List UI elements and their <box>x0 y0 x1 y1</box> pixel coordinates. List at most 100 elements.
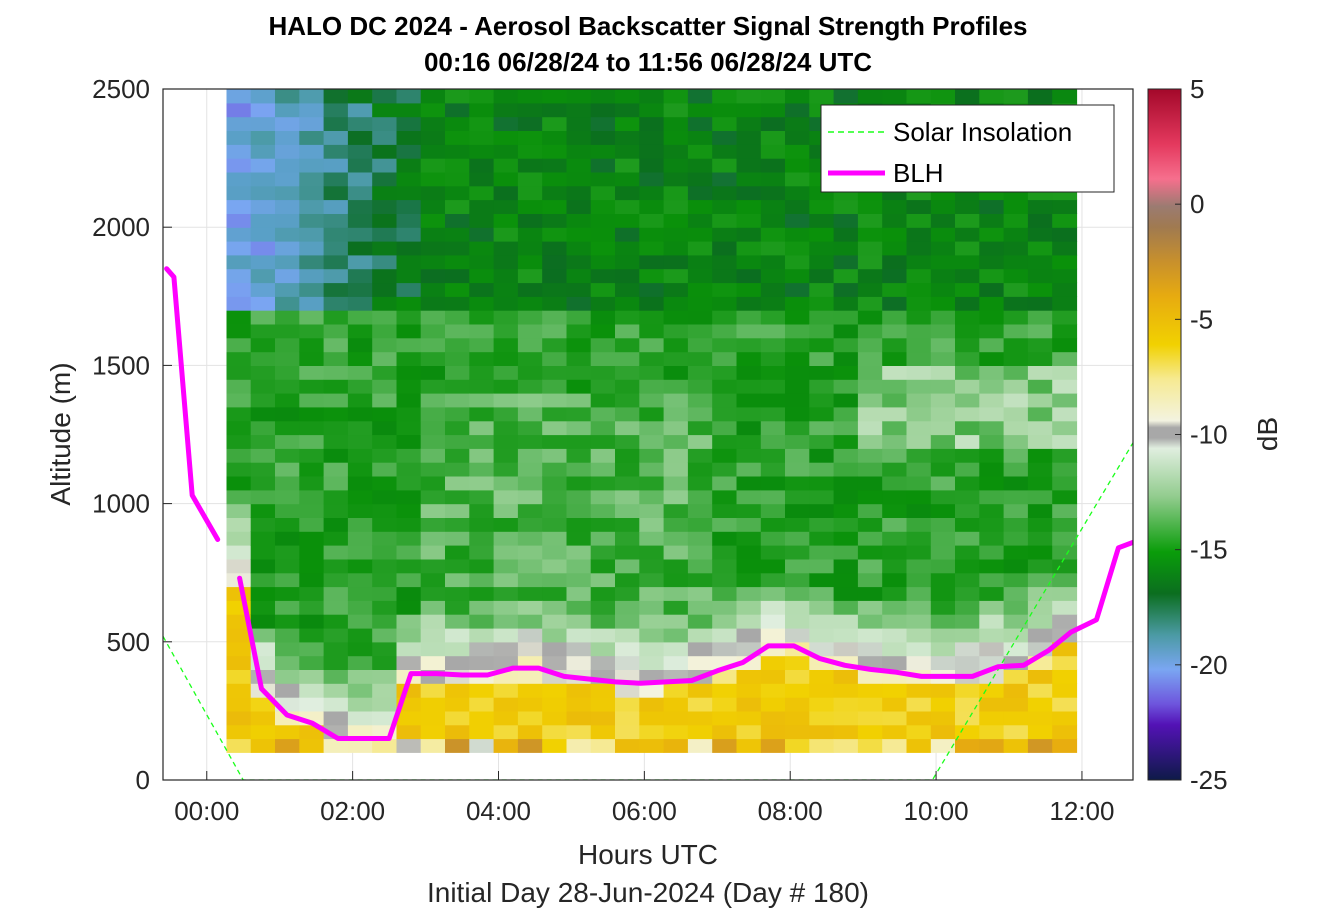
heatmap-cell <box>833 545 859 560</box>
heatmap-cell <box>955 545 980 560</box>
heatmap-cell <box>590 102 616 118</box>
heatmap-cell <box>323 600 349 615</box>
heatmap-cell <box>809 586 835 601</box>
heatmap-cell <box>736 572 762 588</box>
heatmap-cell <box>906 254 932 270</box>
heatmap-cell <box>833 254 859 270</box>
heatmap-cell <box>226 351 252 366</box>
heatmap-cell <box>445 710 470 726</box>
heatmap-cell <box>469 738 495 753</box>
heatmap-cell <box>663 213 689 228</box>
heatmap-cell <box>1003 323 1029 339</box>
x-tick-label: 10:00 <box>904 796 969 826</box>
heatmap-cell <box>833 213 859 228</box>
heatmap-cell <box>323 116 349 131</box>
heatmap-cell <box>226 697 252 712</box>
heatmap-cell <box>275 669 300 684</box>
heatmap-cell <box>882 89 908 104</box>
heatmap-cell <box>517 545 543 560</box>
heatmap-cell <box>396 476 422 491</box>
heatmap-cell <box>930 337 956 353</box>
heatmap-cell <box>639 227 665 242</box>
x-tick-label: 00:00 <box>174 796 239 826</box>
heatmap-cell <box>1052 683 1078 698</box>
heatmap-cell <box>347 503 373 518</box>
heatmap-cell <box>663 171 689 187</box>
heatmap-cell <box>590 710 616 726</box>
heatmap-cell <box>396 614 422 629</box>
heatmap-cell <box>566 337 592 353</box>
heatmap-cell <box>955 628 980 643</box>
heatmap-cell <box>420 738 446 753</box>
heatmap-cell <box>1003 282 1029 297</box>
heatmap-cell <box>275 116 300 131</box>
heatmap-cell <box>445 185 470 201</box>
heatmap-cell <box>979 683 1005 698</box>
heatmap-cell <box>639 558 665 574</box>
heatmap-cell <box>760 310 786 325</box>
heatmap-cell <box>493 628 519 643</box>
heatmap-cell <box>615 144 640 159</box>
heatmap-cell <box>857 268 883 284</box>
heatmap-cell <box>299 158 325 173</box>
colorbar-ticks: 50-5-10-15-20-25 <box>1175 74 1228 795</box>
heatmap-cell <box>663 628 689 643</box>
heatmap-cell <box>687 365 713 380</box>
heatmap-cell <box>299 199 325 214</box>
heatmap-cell <box>760 296 786 311</box>
heatmap-cell <box>299 406 325 422</box>
heatmap-cell <box>663 683 689 698</box>
heatmap-cell <box>930 323 956 339</box>
heatmap-cell <box>639 697 665 712</box>
heatmap-cell <box>760 102 786 118</box>
heatmap-cell <box>857 558 883 574</box>
heatmap-cell <box>590 476 616 491</box>
heatmap-cell <box>1052 323 1078 339</box>
heatmap-cell <box>372 476 398 491</box>
heatmap-cell <box>493 310 519 325</box>
heatmap-cell <box>590 158 616 173</box>
heatmap-cell <box>1052 351 1078 366</box>
heatmap-cell <box>299 171 325 187</box>
heatmap-cell <box>1027 572 1053 588</box>
heatmap-cell <box>372 614 398 629</box>
heatmap-cell <box>639 614 665 629</box>
heatmap-cell <box>760 476 786 491</box>
heatmap-cell <box>347 420 373 436</box>
heatmap-cell <box>420 227 446 242</box>
heatmap-cell <box>760 683 786 698</box>
heatmap-cell <box>760 199 786 214</box>
heatmap-cell <box>1003 213 1029 228</box>
x-axis-ticks: 00:00 02:00 04:00 06:00 08:00 10:00 12:00 <box>174 771 1114 826</box>
heatmap-cell <box>736 710 762 726</box>
heatmap-cell <box>712 337 738 353</box>
heatmap-cell <box>736 268 762 284</box>
heatmap-cell <box>906 655 932 670</box>
heatmap-cell <box>542 531 568 546</box>
heatmap-cell <box>687 144 713 159</box>
heatmap-cell <box>687 406 713 422</box>
heatmap-cell <box>760 379 786 394</box>
heatmap-cell <box>1003 724 1029 740</box>
heatmap-cell <box>760 503 786 518</box>
heatmap-cell <box>663 448 689 463</box>
heatmap-cell <box>323 282 349 297</box>
heatmap-cell <box>1027 296 1053 311</box>
heatmap-cell <box>299 586 325 601</box>
heatmap-cell <box>299 296 325 311</box>
heatmap-cell <box>275 227 300 242</box>
heatmap-cell <box>639 158 665 173</box>
heatmap-cell <box>639 296 665 311</box>
heatmap-cell <box>1052 545 1078 560</box>
heatmap-cell <box>250 614 276 629</box>
heatmap-cell <box>250 337 276 353</box>
heatmap-cell <box>396 227 422 242</box>
heatmap-cell <box>542 489 568 505</box>
legend-label-blh: BLH <box>893 158 944 188</box>
x-tick-label: 06:00 <box>612 796 677 826</box>
heatmap-cell <box>226 241 252 256</box>
heatmap-cell <box>1003 669 1029 684</box>
heatmap-cell <box>906 517 932 532</box>
heatmap-cell <box>663 310 689 325</box>
heatmap-cell <box>299 669 325 684</box>
